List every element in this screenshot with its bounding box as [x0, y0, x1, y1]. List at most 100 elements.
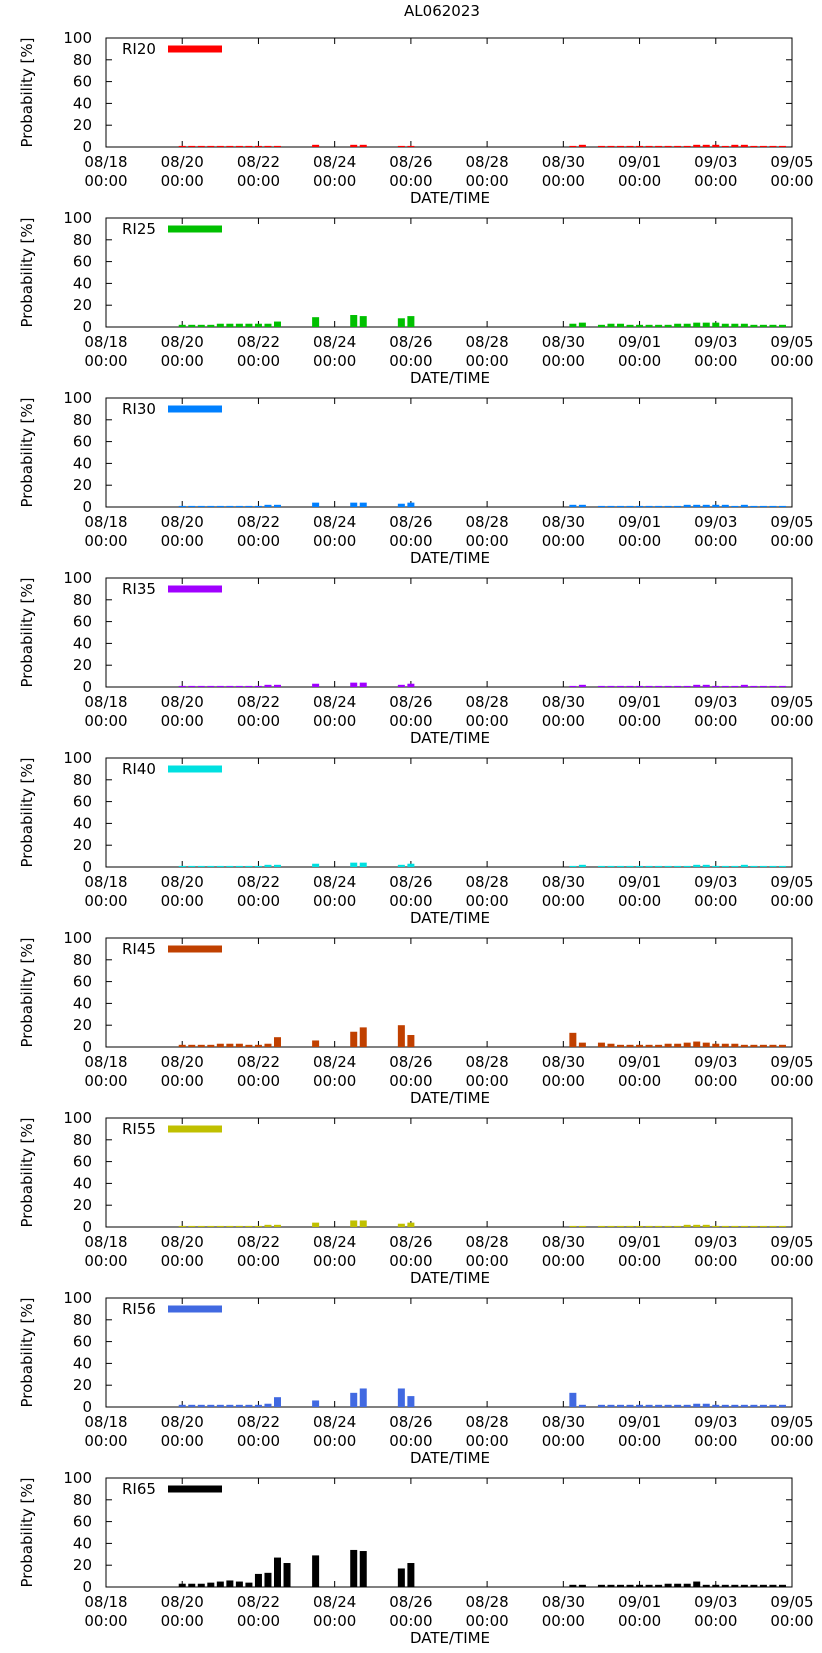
bar-ri65 [712, 1584, 720, 1587]
x-tick-time: 00:00 [389, 1612, 432, 1630]
bar-ri25 [264, 323, 272, 327]
bar-ri45 [207, 1044, 215, 1047]
bar-ri55 [226, 1225, 234, 1227]
y-tick-label: 100 [63, 389, 92, 407]
x-tick-time: 00:00 [465, 712, 508, 730]
bar-ri40 [683, 865, 691, 867]
x-tick-date: 09/03 [694, 1233, 737, 1251]
bar-ri30 [197, 505, 205, 507]
x-axis-title: DATE/TIME [410, 369, 490, 387]
bar-ri25 [188, 324, 196, 327]
bar-ri20 [578, 144, 586, 147]
y-tick-label: 40 [73, 1174, 92, 1192]
bar-ri20 [702, 144, 710, 147]
x-tick-time: 00:00 [618, 1252, 661, 1270]
bar-ri35 [712, 685, 720, 687]
y-tick-label: 60 [73, 793, 92, 811]
x-tick-time: 00:00 [161, 1432, 204, 1450]
x-tick-time: 00:00 [465, 1612, 508, 1630]
bar-ri65 [264, 1572, 272, 1587]
bar-ri65 [607, 1584, 615, 1587]
bar-ri55 [188, 1225, 196, 1227]
bar-ri40 [636, 865, 644, 867]
x-tick-time: 00:00 [465, 172, 508, 190]
x-tick-date: 09/05 [770, 1593, 813, 1611]
x-tick-time: 00:00 [389, 352, 432, 370]
bar-ri55 [693, 1224, 701, 1227]
bar-ri25 [664, 324, 672, 327]
x-tick-time: 00:00 [161, 1072, 204, 1090]
x-tick-date: 08/30 [542, 1053, 585, 1071]
bar-ri20 [750, 145, 758, 147]
bar-ri65 [578, 1584, 586, 1587]
bar-ri25 [312, 317, 320, 327]
y-axis-title: Probability [%] [18, 37, 36, 147]
bar-ri30 [712, 504, 720, 507]
x-tick-date: 08/30 [542, 513, 585, 531]
x-tick-time: 00:00 [161, 712, 204, 730]
bar-ri40 [655, 865, 663, 867]
x-axis-title: DATE/TIME [410, 549, 490, 567]
bar-ri35 [226, 685, 234, 687]
x-tick-time: 00:00 [694, 892, 737, 910]
x-tick-time: 00:00 [313, 892, 356, 910]
bar-ri30 [207, 505, 215, 507]
x-tick-time: 00:00 [694, 352, 737, 370]
bar-ri35 [264, 684, 272, 687]
bar-ri20 [626, 145, 634, 147]
y-tick-label: 40 [73, 1354, 92, 1372]
bar-ri20 [569, 145, 577, 147]
panels: 02040608010008/1800:0008/2000:0008/2200:… [18, 29, 814, 1647]
bar-ri35 [245, 685, 253, 687]
bar-ri30 [645, 505, 653, 507]
bar-ri30 [664, 505, 672, 507]
bar-ri56 [312, 1400, 320, 1407]
bar-ri25 [712, 322, 720, 327]
bar-ri65 [617, 1584, 624, 1587]
x-axis-title: DATE/TIME [410, 909, 490, 927]
bar-ri65 [626, 1584, 634, 1587]
x-tick-time: 00:00 [770, 892, 813, 910]
bar-ri35 [740, 684, 748, 687]
x-tick-time: 00:00 [84, 352, 127, 370]
bar-ri40 [207, 865, 215, 867]
bar-ri65 [359, 1551, 367, 1587]
bar-ri25 [636, 324, 644, 327]
bar-ri56 [274, 1397, 281, 1407]
x-tick-time: 00:00 [694, 532, 737, 550]
y-tick-label: 40 [73, 94, 92, 112]
x-tick-date: 08/24 [313, 693, 356, 711]
x-tick-date: 08/26 [389, 153, 432, 171]
x-tick-time: 00:00 [618, 172, 661, 190]
bar-ri25 [178, 324, 186, 327]
bar-ri20 [674, 145, 682, 147]
bar-ri40 [759, 865, 767, 867]
bar-ri65 [731, 1584, 739, 1587]
y-tick-label: 60 [73, 253, 92, 271]
legend-label: RI55 [122, 1120, 156, 1138]
x-tick-date: 08/22 [237, 1593, 280, 1611]
x-tick-date: 08/18 [84, 693, 127, 711]
bar-ri40 [750, 865, 758, 867]
x-tick-time: 00:00 [313, 712, 356, 730]
bar-ri35 [397, 684, 405, 687]
x-tick-date: 09/01 [618, 873, 661, 891]
x-tick-date: 08/24 [313, 153, 356, 171]
bar-ri35 [235, 685, 243, 687]
bar-ri45 [683, 1042, 691, 1047]
bar-ri40 [607, 865, 615, 867]
bar-ri25 [674, 323, 682, 327]
x-tick-time: 00:00 [389, 712, 432, 730]
bar-ri56 [245, 1404, 253, 1407]
bar-ri55 [597, 1225, 605, 1227]
bar-ri40 [245, 865, 253, 867]
x-tick-time: 00:00 [542, 1432, 585, 1450]
bar-ri40 [578, 864, 586, 867]
bar-ri65 [226, 1580, 234, 1587]
bar-ri65 [597, 1584, 605, 1587]
y-axis-title: Probability [%] [18, 217, 36, 327]
y-tick-label: 60 [73, 973, 92, 991]
x-tick-time: 00:00 [770, 532, 813, 550]
bar-ri30 [578, 504, 586, 507]
